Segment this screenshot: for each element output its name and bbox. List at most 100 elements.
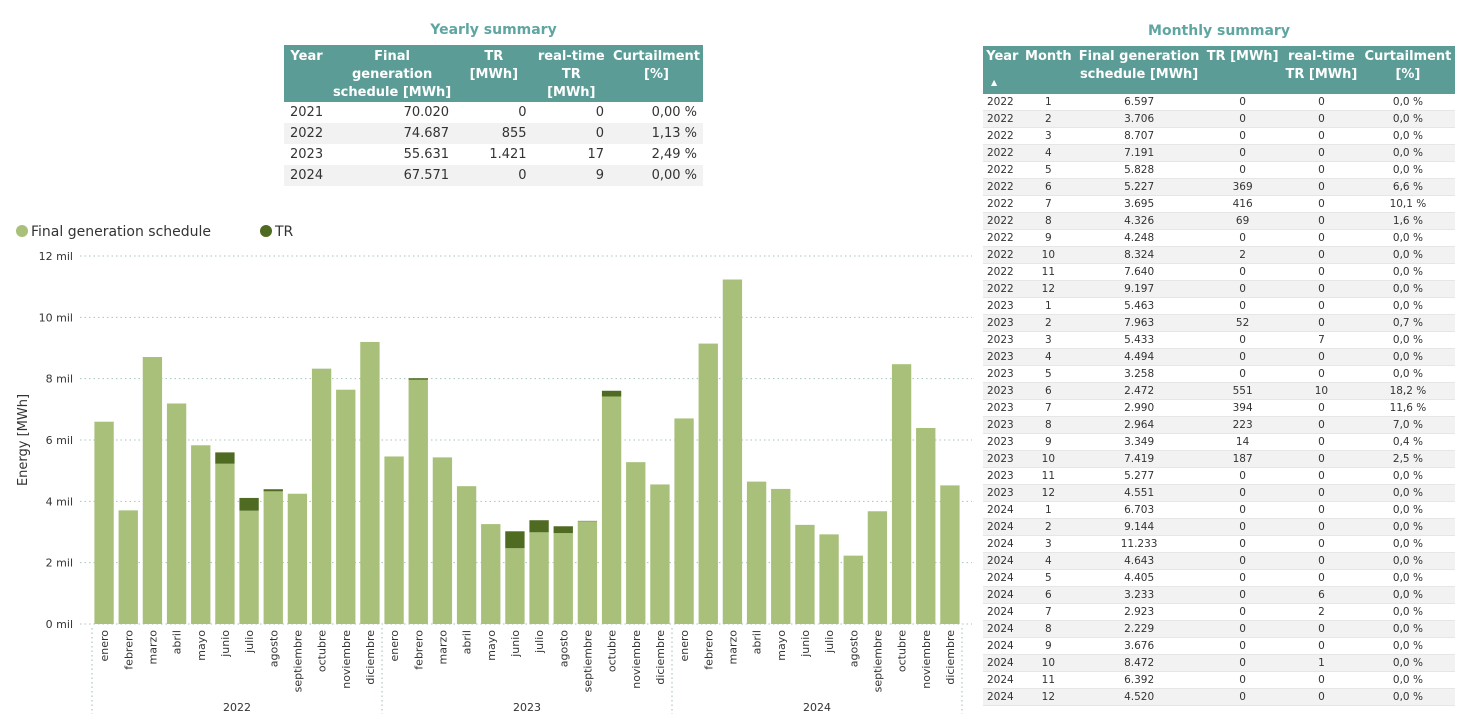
table-row[interactable]: 2024 3 11.233 0 0 0,0 % [983, 535, 1455, 553]
table-row[interactable]: 2024 2 9.144 0 0 0,0 % [983, 518, 1455, 536]
bar-final-generation[interactable] [722, 279, 743, 624]
bar-final-generation[interactable] [239, 510, 259, 624]
column-header[interactable]: real-time TR [MWh] [532, 45, 611, 102]
bar-final-generation[interactable] [771, 488, 791, 624]
bar-final-generation[interactable] [529, 532, 549, 624]
bar-final-generation[interactable] [191, 445, 211, 624]
table-row[interactable]: 2023 9 3.349 14 0 0,4 % [983, 433, 1455, 451]
bar-final-generation[interactable] [481, 524, 501, 624]
bar-final-generation[interactable] [263, 491, 283, 624]
table-row[interactable]: 2023 2 7.963 52 0 0,7 % [983, 314, 1455, 332]
table-cell: 0,0 % [1360, 535, 1455, 553]
column-header[interactable]: Year ▲ [983, 46, 1022, 94]
table-row[interactable]: 2022 9 4.248 0 0 0,0 % [983, 229, 1455, 247]
bar-final-generation[interactable] [142, 356, 163, 624]
table-row[interactable]: 2023 12 4.551 0 0 0,0 % [983, 484, 1455, 502]
table-row[interactable]: 2022 10 8.324 2 0 0,0 % [983, 246, 1455, 264]
table-row[interactable]: 2023 1 5.463 0 0 0,0 % [983, 297, 1455, 315]
table-row[interactable]: 2022 11 7.640 0 0 0,0 % [983, 263, 1455, 281]
table-row[interactable]: 2024 6 3.233 0 6 0,0 % [983, 586, 1455, 604]
table-row[interactable]: 2022 5 5.828 0 0 0,0 % [983, 161, 1455, 179]
table-row[interactable]: 2024 8 2.229 0 0 0,0 % [983, 620, 1455, 638]
table-row[interactable]: 2022 7 3.695 416 0 10,1 % [983, 195, 1455, 213]
bar-final-generation[interactable] [287, 493, 308, 624]
column-header[interactable]: TR [MWh] [1203, 46, 1283, 94]
column-header[interactable]: Curtailment [%] [1360, 46, 1455, 94]
bar-final-generation[interactable] [166, 403, 187, 624]
table-row[interactable]: 2023 4 4.494 0 0 0,0 % [983, 348, 1455, 366]
chart-legend[interactable]: Final generation schedule TR [16, 224, 294, 240]
table-row[interactable]: 2022 12 9.197 0 0 0,0 % [983, 280, 1455, 298]
bar-final-generation[interactable] [432, 457, 453, 624]
bar-final-generation[interactable] [843, 555, 863, 624]
table-row[interactable]: 2024 10 8.472 0 1 0,0 % [983, 654, 1455, 672]
column-header[interactable]: TR [MWh] [455, 45, 533, 102]
table-row[interactable]: 2024 12 4.520 0 0 0,0 % [983, 688, 1455, 706]
legend-item[interactable]: Final generation schedule [16, 224, 211, 240]
bar-final-generation[interactable] [650, 484, 670, 624]
bar-tr[interactable] [529, 520, 549, 533]
table-row[interactable]: 2022 6 5.227 369 0 6,6 % [983, 178, 1455, 196]
table-row[interactable]: 2023 10 7.419 187 0 2,5 % [983, 450, 1455, 468]
bar-final-generation[interactable] [94, 421, 114, 624]
table-row[interactable]: 2022 1 6.597 0 0 0,0 % [983, 94, 1455, 111]
bar-tr[interactable] [263, 489, 283, 492]
bar-final-generation[interactable] [746, 481, 767, 624]
sort-ascending-icon[interactable]: ▲ [991, 78, 998, 87]
bar-final-generation[interactable] [408, 379, 428, 624]
table-row[interactable]: 2022 8 4.326 69 0 1,6 % [983, 212, 1455, 230]
bar-final-generation[interactable] [891, 364, 912, 624]
bar-final-generation[interactable] [311, 368, 332, 624]
bar-final-generation[interactable] [215, 463, 235, 624]
column-header[interactable]: Curtailment [%] [610, 45, 703, 102]
column-header[interactable]: Final generation schedule [MWh] [329, 45, 456, 102]
table-row[interactable]: 2023 8 2.964 223 0 7,0 % [983, 416, 1455, 434]
column-header[interactable]: Month [1021, 46, 1075, 94]
bar-final-generation[interactable] [674, 418, 694, 624]
column-header[interactable]: real-time TR [MWh] [1282, 46, 1361, 94]
table-row[interactable]: 2024 11 6.392 0 0 0,0 % [983, 671, 1455, 689]
bar-tr[interactable] [408, 378, 428, 380]
table-row[interactable]: 2024 5 4.405 0 0 0,0 % [983, 569, 1455, 587]
table-row[interactable]: 2024 4 4.643 0 0 0,0 % [983, 552, 1455, 570]
bar-final-generation[interactable] [456, 486, 477, 624]
table-row[interactable]: 2024 67.571 0 9 0,00 % [284, 165, 703, 186]
bar-final-generation[interactable] [505, 548, 525, 624]
bar-final-generation[interactable] [795, 524, 815, 624]
table-row[interactable]: 2022 3 8.707 0 0 0,0 % [983, 127, 1455, 145]
table-row[interactable]: 2021 70.020 0 0 0,00 % [284, 102, 703, 123]
bar-final-generation[interactable] [819, 534, 839, 624]
bar-final-generation[interactable] [916, 427, 936, 624]
table-row[interactable]: 2023 55.631 1.421 17 2,49 % [284, 144, 703, 165]
column-header[interactable]: Year [284, 45, 330, 102]
bar-tr[interactable] [601, 390, 622, 397]
bar-final-generation[interactable] [867, 511, 888, 624]
bar-final-generation[interactable] [577, 521, 598, 624]
bar-final-generation[interactable] [698, 343, 718, 624]
table-row[interactable]: 2023 7 2.990 394 0 11,6 % [983, 399, 1455, 417]
table-row[interactable]: 2023 11 5.277 0 0 0,0 % [983, 467, 1455, 485]
table-row[interactable]: 2022 74.687 855 0 1,13 % [284, 123, 703, 144]
legend-item[interactable]: TR [260, 224, 294, 240]
bar-final-generation[interactable] [626, 462, 646, 624]
bar-final-generation[interactable] [940, 485, 960, 624]
bar-tr[interactable] [553, 526, 573, 534]
table-row[interactable]: 2023 5 3.258 0 0 0,0 % [983, 365, 1455, 383]
table-row[interactable]: 2024 9 3.676 0 0 0,0 % [983, 637, 1455, 655]
bar-tr[interactable] [215, 452, 235, 464]
table-row[interactable]: 2022 2 3.706 0 0 0,0 % [983, 110, 1455, 128]
table-row[interactable]: 2023 3 5.433 0 7 0,0 % [983, 331, 1455, 349]
bar-final-generation[interactable] [336, 389, 356, 624]
bar-final-generation[interactable] [601, 396, 622, 624]
bar-final-generation[interactable] [118, 510, 138, 624]
table-row[interactable]: 2024 1 6.703 0 0 0,0 % [983, 501, 1455, 519]
bar-final-generation[interactable] [360, 341, 380, 624]
column-header[interactable]: Final generation schedule [MWh] [1074, 46, 1204, 94]
bar-tr[interactable] [239, 497, 259, 511]
bar-tr[interactable] [505, 531, 525, 549]
bar-final-generation[interactable] [384, 456, 404, 624]
table-row[interactable]: 2024 7 2.923 0 2 0,0 % [983, 603, 1455, 621]
bar-final-generation[interactable] [553, 533, 573, 624]
table-row[interactable]: 2023 6 2.472 551 10 18,2 % [983, 382, 1455, 400]
table-row[interactable]: 2022 4 7.191 0 0 0,0 % [983, 144, 1455, 162]
